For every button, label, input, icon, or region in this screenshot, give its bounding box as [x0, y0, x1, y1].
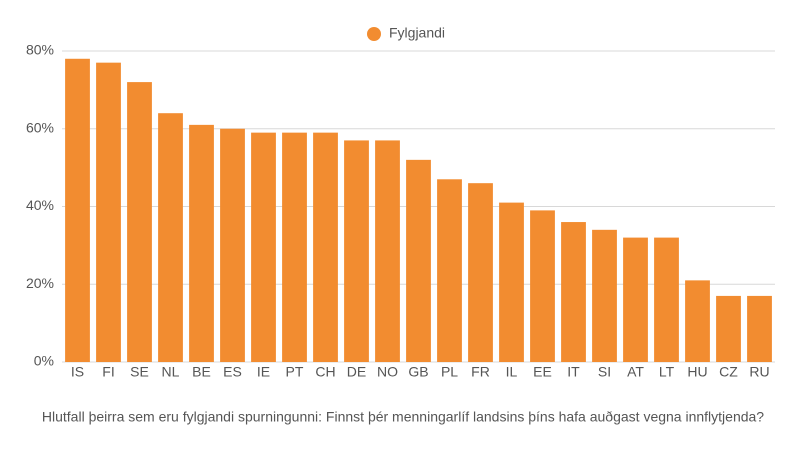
y-tick-label: 60%: [26, 119, 54, 135]
bar: [375, 140, 400, 362]
bar: [685, 280, 710, 362]
x-tick-label: FI: [102, 364, 114, 380]
bar: [437, 179, 462, 362]
bar: [654, 237, 679, 362]
bar: [561, 222, 586, 362]
x-tick-label: SI: [598, 364, 611, 380]
chart-caption: Hlutfall þeirra sem eru fylgjandi spurni…: [42, 409, 764, 425]
bar: [499, 202, 524, 362]
y-tick-label: 20%: [26, 275, 54, 291]
bar: [344, 140, 369, 362]
x-tick-label: GB: [408, 364, 428, 380]
x-tick-label: CZ: [719, 364, 738, 380]
bar: [65, 58, 90, 363]
x-tick-label: FR: [471, 364, 490, 380]
x-tick-label: NO: [377, 364, 398, 380]
x-tick-label: LT: [659, 364, 675, 380]
x-tick-label: EE: [533, 364, 552, 380]
x-tick-label: HU: [687, 364, 707, 380]
bar: [282, 132, 307, 362]
x-tick-label: CH: [315, 364, 335, 380]
x-tick-label: DE: [347, 364, 366, 380]
bar: [127, 82, 152, 362]
x-tick-label: IL: [506, 364, 518, 380]
x-tick-label: PL: [441, 364, 458, 380]
bar: [716, 295, 741, 362]
x-tick-label: NL: [162, 364, 180, 380]
x-tick-label: IT: [567, 364, 580, 380]
bar: [406, 159, 431, 362]
bar: [592, 229, 617, 362]
bar: [158, 113, 183, 362]
x-tick-label: ES: [223, 364, 242, 380]
x-tick-label: AT: [627, 364, 644, 380]
bar: [747, 295, 772, 362]
bar: [189, 124, 214, 362]
bar: [220, 128, 245, 362]
bar: [530, 210, 555, 362]
legend-label: Fylgjandi: [389, 25, 445, 41]
y-tick-label: 40%: [26, 197, 54, 213]
y-tick-label: 80%: [26, 42, 54, 58]
legend-marker: [367, 27, 381, 41]
x-tick-label: SE: [130, 364, 149, 380]
x-tick-label: IE: [257, 364, 270, 380]
bar: [623, 237, 648, 362]
x-tick-label: IS: [71, 364, 84, 380]
bar: [313, 132, 338, 362]
bar: [468, 183, 493, 362]
x-tick-label: PT: [286, 364, 304, 380]
y-tick-label: 0%: [34, 353, 54, 369]
x-tick-label: BE: [192, 364, 211, 380]
bar: [96, 62, 121, 362]
bar: [251, 132, 276, 362]
x-tick-label: RU: [749, 364, 769, 380]
